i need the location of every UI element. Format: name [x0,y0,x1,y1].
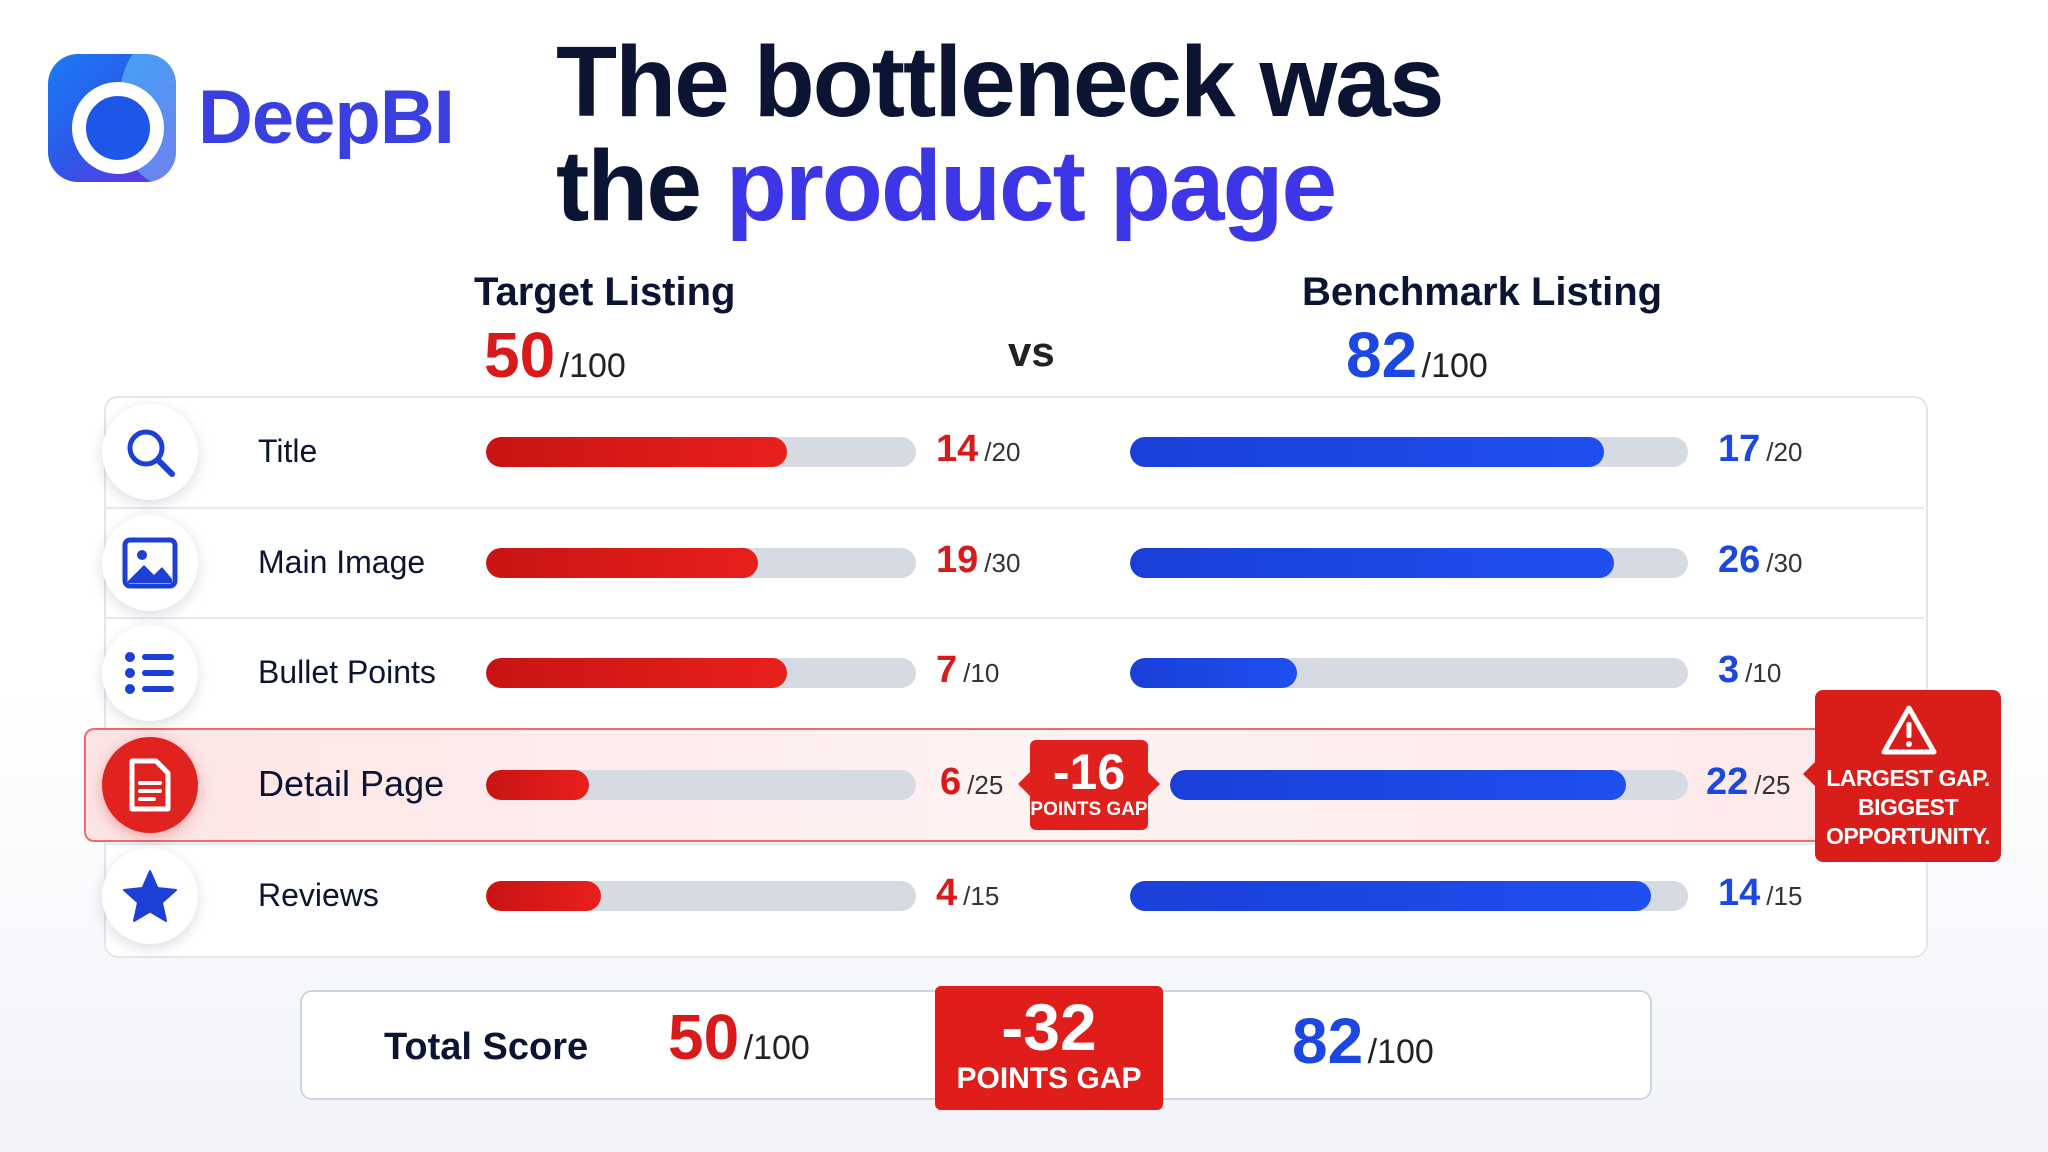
row-divider [104,507,1924,509]
row-label: Title [258,433,318,469]
search-icon [102,404,198,500]
benchmark-bar [1170,770,1688,800]
total-gap-badge: -32 POINTS GAP [935,986,1163,1110]
benchmark-score: 82 /100 [1346,318,1488,392]
row-divider [104,617,1924,619]
benchmark-bar-fill [1130,437,1605,467]
total-gap-value: -32 [1001,990,1097,1064]
brand-name: DeepBI [198,75,455,160]
target-value: 14/20 [936,428,1021,470]
target-value: 19/30 [936,539,1021,581]
total-score-label: Total Score [384,1026,589,1068]
benchmark-bar [1130,658,1688,688]
benchmark-value: 14/15 [1718,872,1803,914]
target-bar [486,770,916,800]
star-icon [102,848,198,944]
target-bar [486,881,916,911]
benchmark-value: 22/25 [1706,761,1791,803]
image-icon [102,515,198,611]
total-benchmark-value: 82 [1292,1005,1364,1077]
callout-line-1: LARGEST GAP. [1826,765,1990,791]
callout-line-3: OPPORTUNITY. [1826,823,1990,849]
row-label: Reviews [258,877,379,913]
target-bar-fill [486,548,759,578]
total-benchmark-max: /100 [1367,1033,1434,1071]
target-bar-fill [486,658,787,688]
vs-label: vs [1008,328,1055,375]
benchmark-bar-fill [1170,770,1626,800]
benchmark-bar-fill [1130,548,1614,578]
target-value: 6/25 [940,761,1004,803]
largest-gap-callout: LARGEST GAP. BIGGEST OPPORTUNITY. [1803,690,2001,862]
total-gap-text: POINTS GAP [956,1062,1142,1095]
total-target-max: /100 [743,1029,810,1067]
row-divider [104,843,1924,845]
target-bar [486,658,916,688]
benchmark-bar [1130,548,1688,578]
target-bar [486,437,916,467]
total-target-value: 50 [668,1001,740,1073]
benchmark-bar [1130,881,1688,911]
row-gap-text: POINTS GAP [1030,799,1148,820]
target-score-max: /100 [559,347,626,385]
row-label: Main Image [258,544,426,580]
row-gap-value: -16 [1052,744,1126,800]
title-plain: the [556,130,726,242]
row-label: Bullet Points [258,654,436,690]
deepbi-logo-icon [48,54,176,182]
benchmark-value: 3/10 [1718,649,1782,691]
total-benchmark-score: 82 /100 [1292,1004,1434,1078]
title-line-1: The bottleneck was [556,26,1444,138]
row-label: Detail Page [258,763,445,804]
target-bar [486,548,916,578]
callout-line-2: BIGGEST [1857,794,1959,820]
benchmark-value: 17/20 [1718,428,1803,470]
target-score: 50 /100 [484,318,626,392]
title-line-2: the product page [556,134,1442,238]
warning-icon [1881,705,1937,755]
target-value: 7/10 [936,649,1000,691]
callout-text: LARGEST GAP. BIGGEST OPPORTUNITY. [1815,764,2001,851]
benchmark-value: 26/30 [1718,539,1803,581]
target-score-value: 50 [484,319,556,391]
target-bar-fill [486,770,590,800]
benchmark-score-value: 82 [1346,319,1418,391]
document-icon [102,737,198,833]
row-gap-badge: -16 POINTS GAP [1018,740,1160,830]
target-bar-fill [486,437,787,467]
page-title: The bottleneck was the product page [556,26,1444,238]
total-target-score: 50 /100 [668,1000,810,1074]
target-column-title: Target Listing [474,270,736,314]
benchmark-bar [1130,437,1688,467]
benchmark-bar-fill [1130,881,1651,911]
benchmark-column-title: Benchmark Listing [1302,270,1663,314]
benchmark-score-max: /100 [1421,347,1488,385]
title-accent: product page [725,130,1337,242]
target-bar-fill [486,881,601,911]
list-icon [102,625,198,721]
benchmark-bar-fill [1130,658,1298,688]
target-value: 4/15 [936,872,1000,914]
